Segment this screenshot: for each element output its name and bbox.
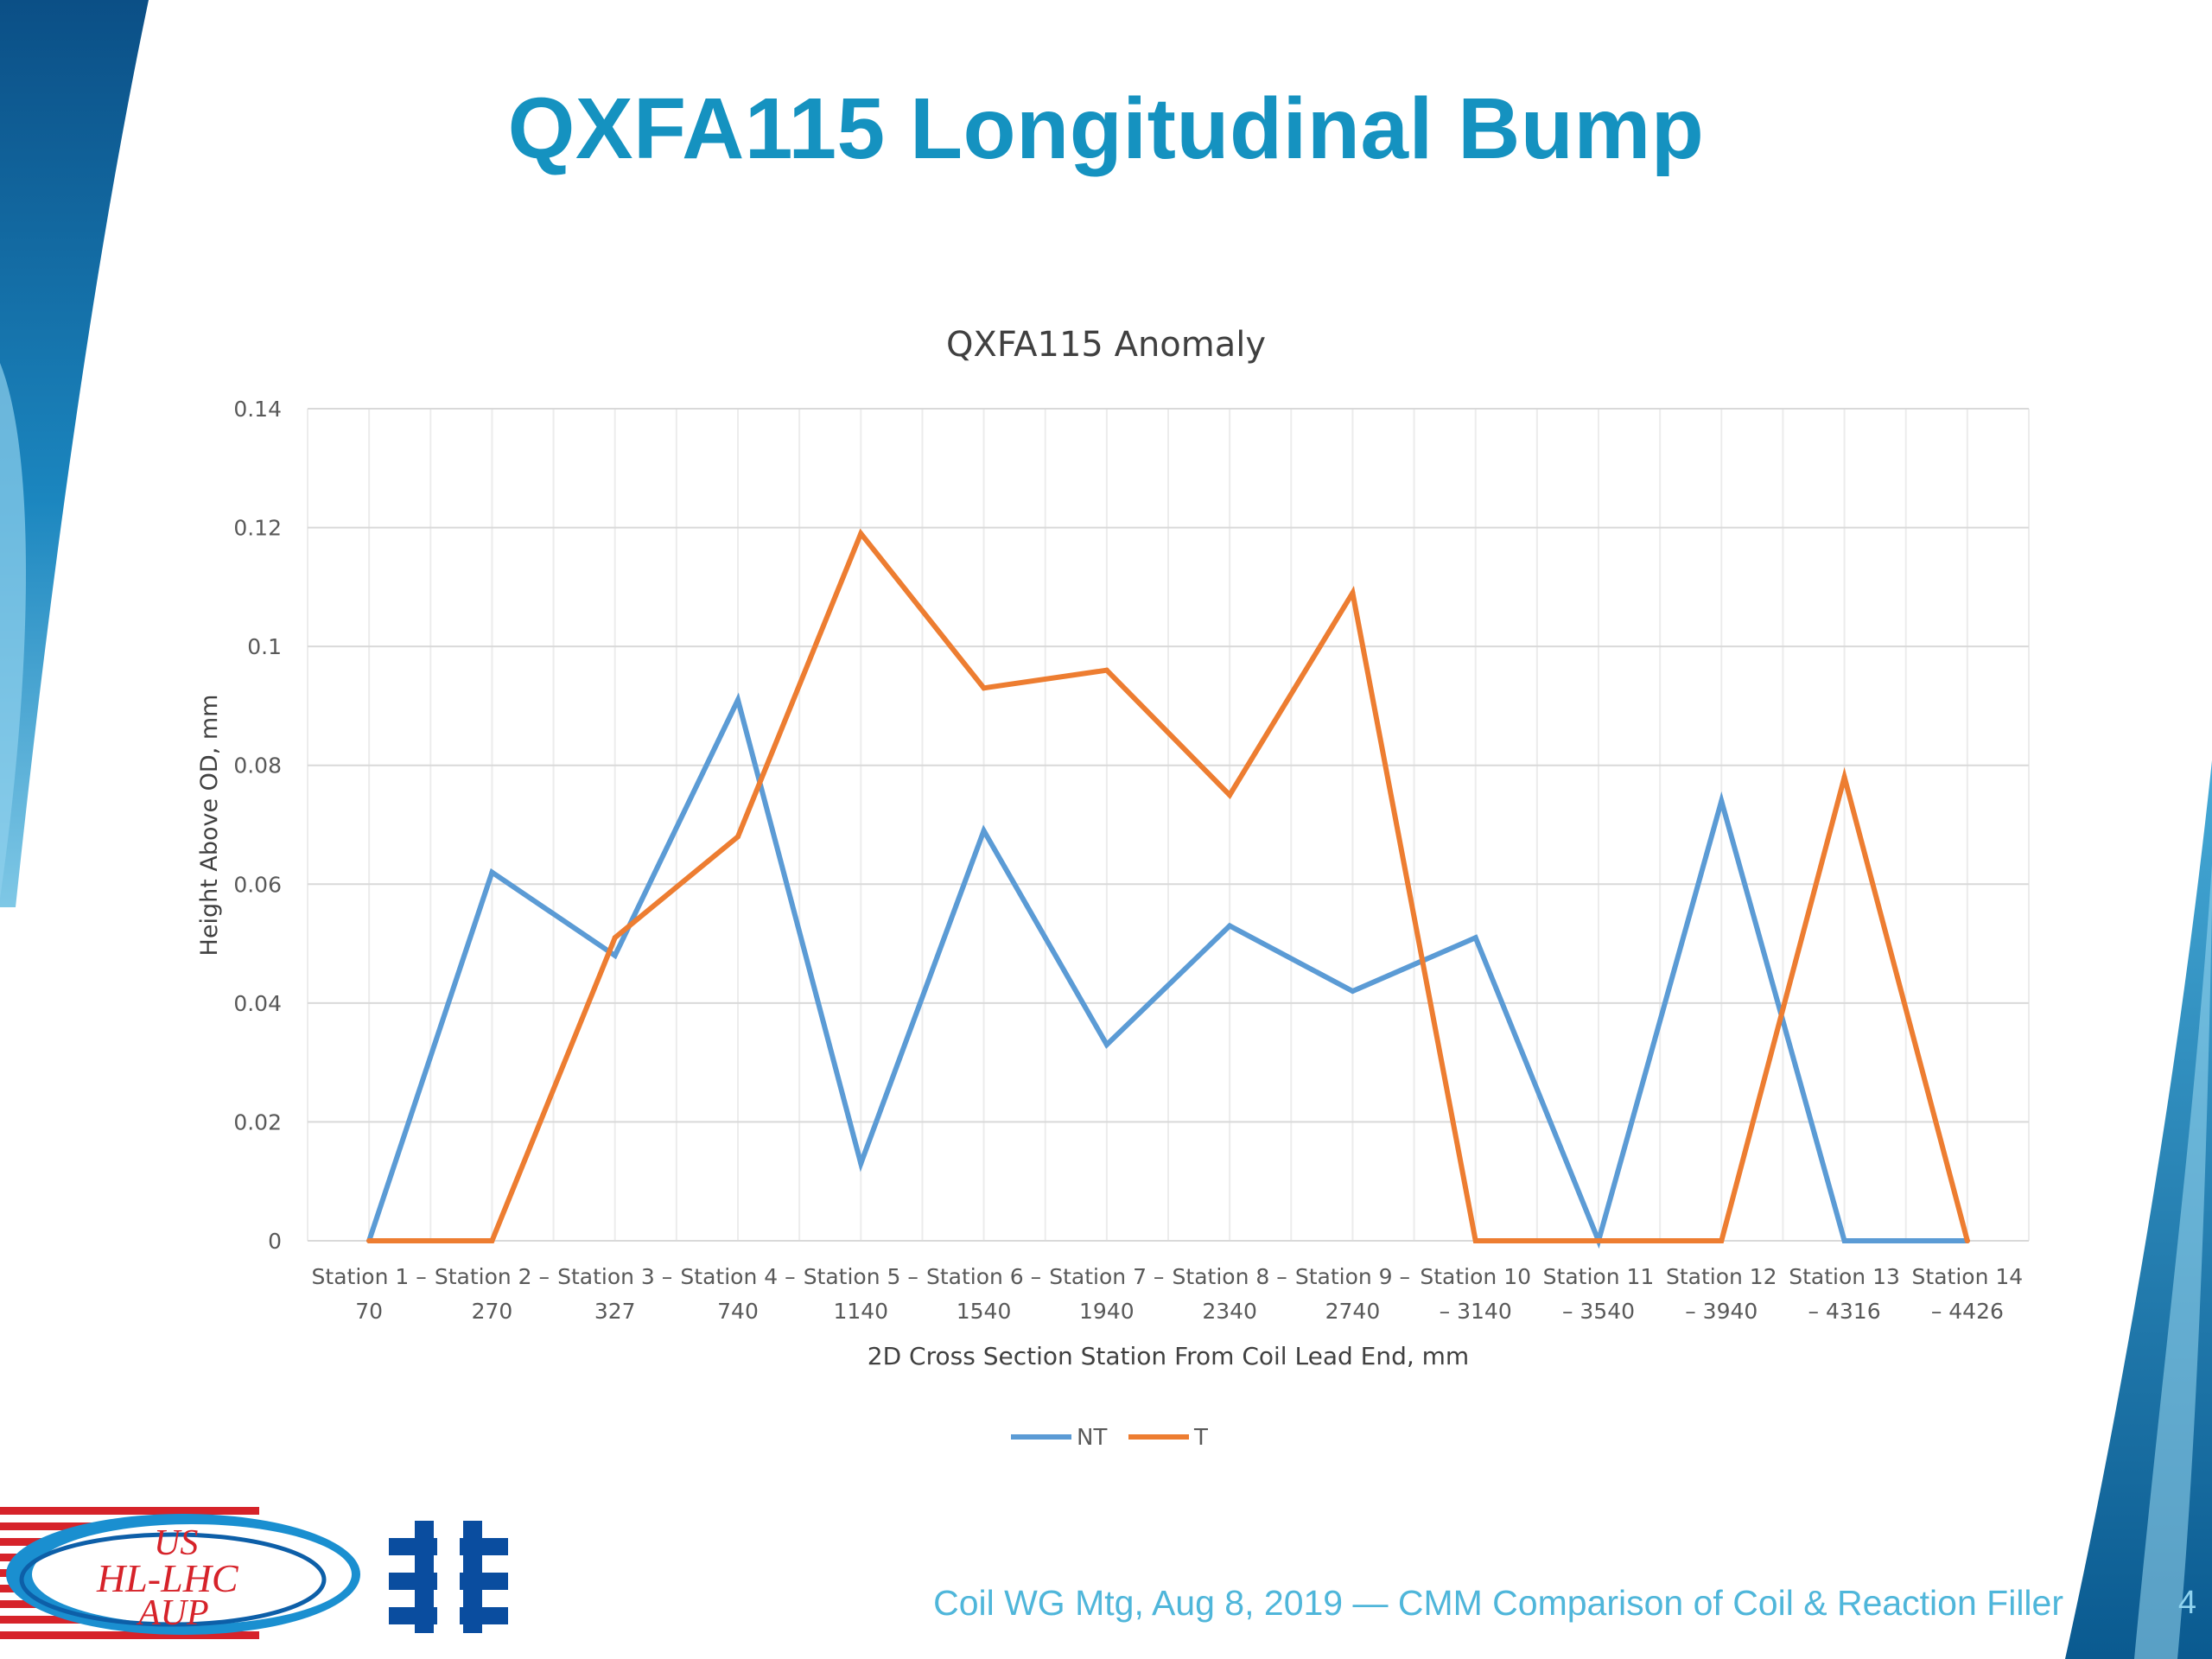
data-point-t (1103, 667, 1109, 673)
x-tick-label: Station 11 (1543, 1264, 1655, 1289)
logo-text-us: US (154, 1523, 199, 1563)
x-tick-label: Station 10 (1420, 1264, 1531, 1289)
data-point-t (1964, 1238, 1970, 1243)
legend-label-t: T (1193, 1425, 1208, 1451)
logo-text-aup: AUP (138, 1593, 209, 1633)
x-tick-label: 1140 (833, 1299, 888, 1324)
left-swoosh-shape (0, 0, 149, 907)
data-point-nt (735, 697, 741, 703)
chart-gridlines (307, 408, 2030, 1242)
x-tick-label: Station 12 (1666, 1264, 1777, 1289)
data-point-t (489, 1238, 495, 1243)
data-point-nt (489, 869, 495, 875)
logo-text-hl-lhc: HL-LHC (97, 1556, 238, 1600)
data-point-t (1596, 1238, 1601, 1243)
data-point-t (1350, 590, 1356, 596)
x-tick-label: 327 (594, 1299, 636, 1324)
chart-series (366, 528, 1970, 1249)
x-axis-label: 2D Cross Section Station From Coil Lead … (868, 1342, 1469, 1370)
y-tick-label: 0.12 (233, 516, 282, 541)
data-point-t (1472, 1238, 1478, 1243)
left-swoosh-light (0, 363, 26, 899)
x-tick-label: – 3540 (1562, 1299, 1635, 1324)
data-point-nt (1350, 988, 1356, 995)
x-tick-label: 2740 (1325, 1299, 1381, 1324)
series-line-nt (366, 692, 1970, 1249)
x-tick-label: 1940 (1079, 1299, 1135, 1324)
x-tick-label: Station 5 – (804, 1264, 918, 1289)
data-point-t (366, 1238, 372, 1243)
y-tick-label: 0.06 (233, 872, 282, 897)
y-tick-label: 0.02 (233, 1109, 282, 1135)
y-axis-label: Height Above OD, mm (196, 695, 223, 957)
x-tick-label: 740 (717, 1299, 759, 1324)
x-tick-label: Station 6 – (926, 1264, 1041, 1289)
x-tick-label: – 3140 (1440, 1299, 1512, 1324)
right-swoosh-light (2134, 864, 2212, 1659)
us-hl-lhc-aup-logo (0, 1507, 360, 1639)
data-point-t (858, 531, 864, 537)
x-tick-label: Station 4 – (680, 1264, 795, 1289)
data-point-nt (1103, 1042, 1109, 1048)
slide-title: QXFA115 Longitudinal Bump (507, 80, 1705, 177)
x-tick-label: – 3940 (1685, 1299, 1758, 1324)
x-tick-label: Station 1 – (312, 1264, 427, 1289)
x-tick-label: Station 2 – (435, 1264, 550, 1289)
y-tick-label: 0 (268, 1229, 282, 1254)
data-point-nt (1719, 798, 1725, 804)
x-tick-label: Station 13 (1789, 1264, 1900, 1289)
data-point-nt (1841, 1238, 1847, 1243)
x-tick-label: – 4316 (1808, 1299, 1881, 1324)
y-axis-tick-labels: 0 0.02 0.04 0.06 0.08 0.1 0.12 0.14 (233, 397, 282, 1254)
x-tick-label: – 4426 (1931, 1299, 2004, 1324)
y-tick-label: 0.08 (233, 753, 282, 779)
data-point-nt (612, 952, 618, 958)
x-tick-label: Station 7 – (1049, 1264, 1164, 1289)
chart-title: QXFA115 Anomaly (946, 325, 1266, 365)
x-tick-label: Station 3 – (557, 1264, 672, 1289)
data-point-t (1719, 1238, 1725, 1243)
data-point-t (981, 685, 987, 691)
data-point-t (735, 834, 741, 840)
y-tick-label: 0.04 (233, 991, 282, 1016)
data-point-nt (981, 828, 987, 834)
slide-footer: Coil WG Mtg, Aug 8, 2019 — CMM Compariso… (933, 1583, 2063, 1623)
y-tick-label: 0.1 (247, 634, 282, 659)
fermilab-logo (389, 1521, 508, 1633)
chart-legend: NT T (1011, 1425, 1208, 1451)
series-line-t (366, 528, 1970, 1243)
x-tick-label: 270 (472, 1299, 513, 1324)
data-point-nt (1227, 923, 1233, 929)
x-tick-label: Station 14 (1912, 1264, 2024, 1289)
x-tick-label: 2340 (1202, 1299, 1257, 1324)
data-point-nt (858, 1160, 864, 1166)
x-tick-label: 70 (355, 1299, 383, 1324)
page-number: 4 (2177, 1585, 2196, 1621)
data-point-t (612, 935, 618, 941)
x-tick-label: 1540 (957, 1299, 1012, 1324)
data-point-t (1227, 792, 1233, 798)
y-tick-label: 0.14 (233, 397, 282, 422)
x-tick-label: Station 8 – (1173, 1264, 1287, 1289)
data-point-nt (1472, 935, 1478, 941)
legend-label-nt: NT (1077, 1425, 1107, 1451)
data-point-t (1841, 774, 1847, 780)
x-axis-tick-labels: Station 1 – 70 Station 2 – 270 Station 3 – 32… (312, 1264, 2024, 1324)
x-tick-label: Station 9 – (1295, 1264, 1410, 1289)
